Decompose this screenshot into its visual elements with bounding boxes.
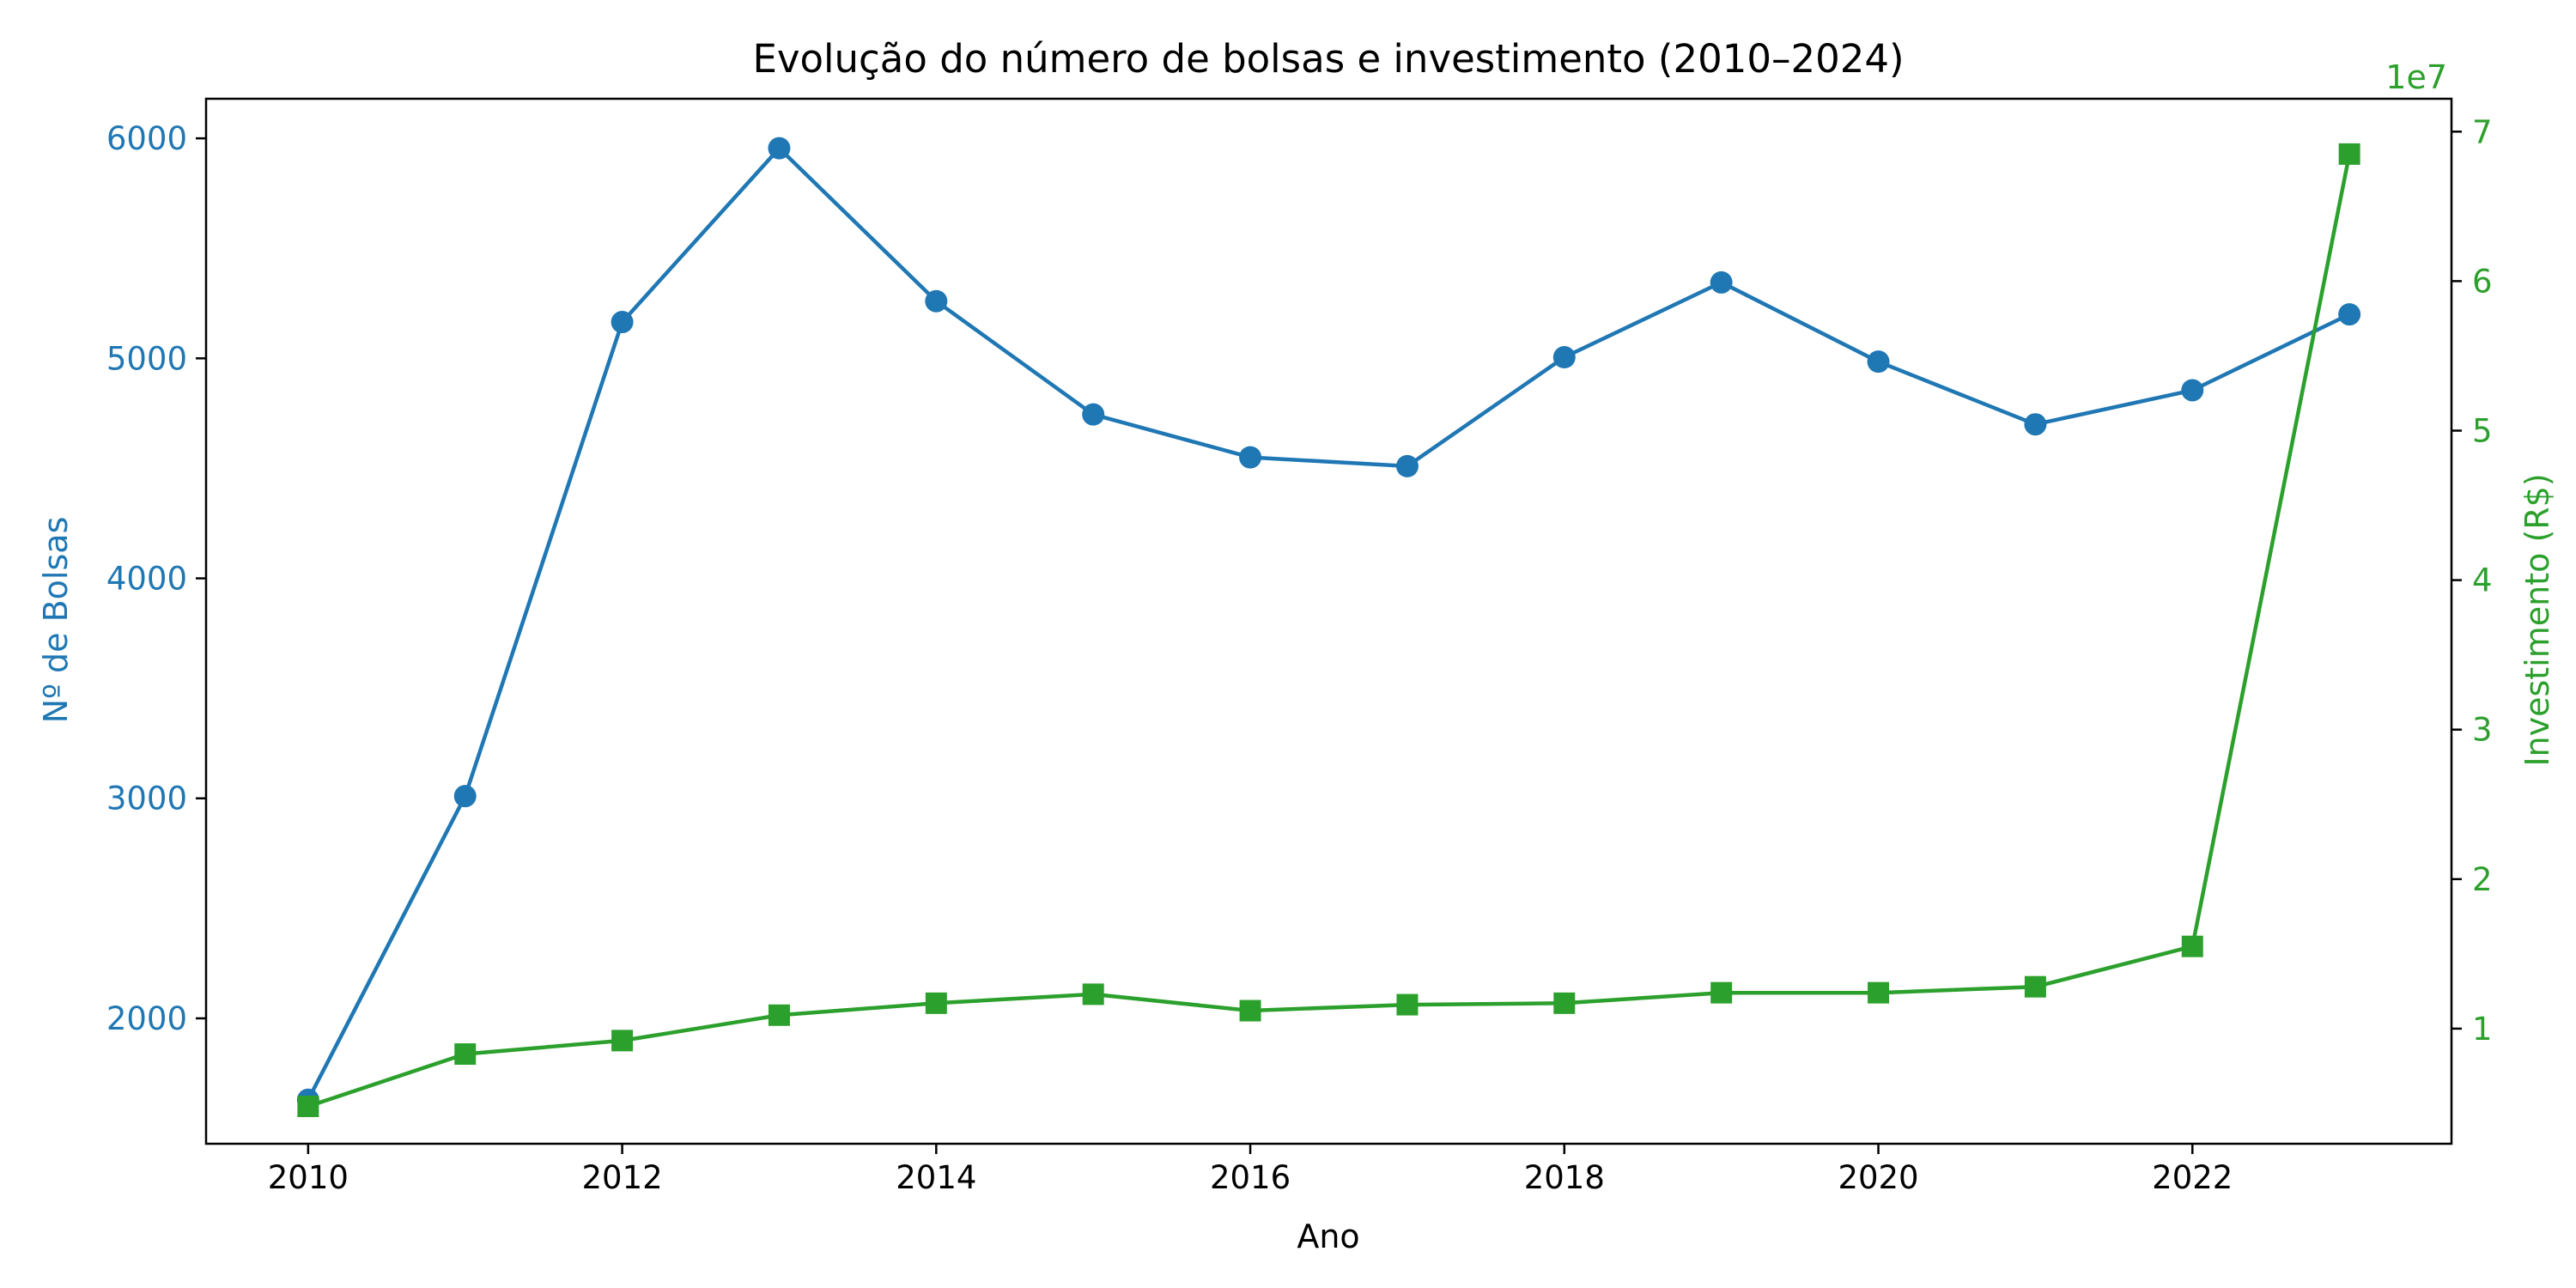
x-tick-label: 2018 (1524, 1159, 1605, 1196)
series-1-point (1082, 403, 1105, 426)
right-y-tick-label: 6 (2472, 263, 2493, 300)
series-2-point (768, 1004, 790, 1026)
series-2-point (297, 1095, 319, 1117)
series-1-point (1710, 270, 1733, 294)
left-y-tick-label: 5000 (106, 340, 187, 377)
series-layer (296, 137, 2361, 1117)
series-1-point (2024, 413, 2047, 436)
left-y-axis: 2000 3000 4000 5000 6000 (106, 120, 206, 1037)
right-axis-multiplier: 1e7 (2385, 58, 2447, 96)
series-1-point (2181, 379, 2204, 402)
series-2-point (454, 1043, 477, 1066)
right-y-tick-label: 1 (2472, 1011, 2493, 1048)
series-2-point (925, 992, 947, 1014)
series-1-point (453, 785, 477, 808)
series-2-point (1868, 981, 1890, 1004)
series-1 (296, 137, 2361, 1111)
x-tick-label: 2012 (582, 1159, 663, 1196)
x-axis: 2010 2012 2014 2016 2018 2020 2022 (268, 1144, 2233, 1196)
series-2-point (1082, 983, 1104, 1005)
right-y-tick-label: 5 (2472, 413, 2493, 450)
x-tick-label: 2020 (1838, 1159, 1918, 1196)
right-y-axis: 1 2 3 4 5 6 7 (2451, 113, 2493, 1048)
left-y-tick-label: 4000 (106, 561, 187, 598)
series-1-point (1867, 350, 1890, 374)
left-y-tick-label: 2000 (106, 1000, 187, 1037)
series-1-point (1395, 454, 1419, 477)
series-2-point (1710, 981, 1733, 1004)
series-2-point (2338, 143, 2360, 165)
x-tick-label: 2016 (1210, 1159, 1291, 1196)
series-2-point (1553, 992, 1576, 1014)
series-2-line (307, 153, 2352, 1109)
right-y-axis-label: Investimento (R$) (2518, 473, 2556, 766)
chart-title: Evolução do número de bolsas e investime… (752, 36, 1904, 82)
series-2-point (611, 1030, 634, 1052)
series-2 (297, 143, 2360, 1117)
series-1-line (306, 146, 2351, 1101)
x-tick-label: 2022 (2152, 1159, 2233, 1196)
x-axis-label: Ano (1297, 1218, 1359, 1255)
right-y-tick-label: 3 (2472, 712, 2493, 749)
series-2-point (1396, 993, 1419, 1016)
left-y-axis-label: Nº de Bolsas (37, 517, 75, 724)
right-y-tick-label: 2 (2472, 861, 2493, 898)
series-2-point (2181, 935, 2203, 957)
series-1-point (925, 289, 948, 313)
series-2-point (1239, 999, 1261, 1022)
series-1-point (768, 137, 791, 160)
left-y-tick-label: 6000 (106, 120, 187, 157)
x-tick-label: 2010 (268, 1159, 349, 1196)
series-1-point (1552, 346, 1576, 369)
series-1-point (2338, 303, 2361, 326)
left-y-tick-label: 3000 (106, 781, 187, 817)
series-1-point (1239, 446, 1262, 469)
plot-frame (204, 97, 2453, 1145)
right-y-tick-label: 4 (2472, 562, 2493, 599)
series-1-point (611, 311, 634, 334)
right-y-tick-label: 7 (2472, 113, 2493, 150)
x-tick-label: 2014 (896, 1159, 976, 1196)
series-2-point (2024, 975, 2046, 998)
